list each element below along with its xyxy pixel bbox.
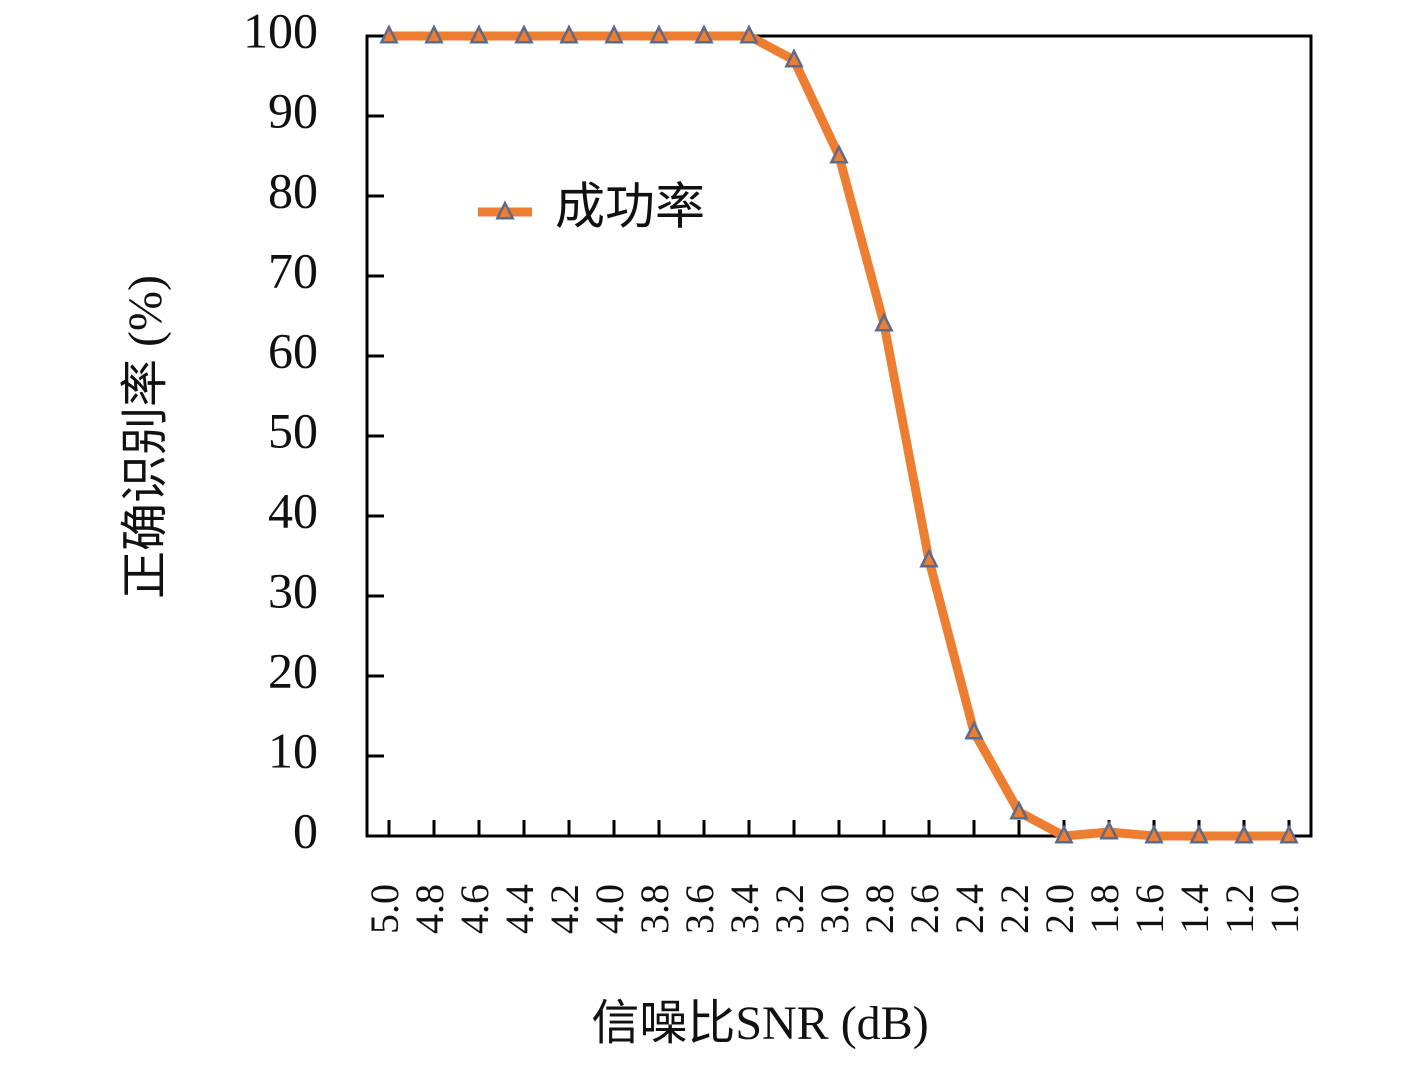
x-tick-label: 3.6	[677, 884, 722, 934]
y-tick-label: 10	[268, 722, 318, 778]
marker	[604, 24, 624, 44]
x-tick-label: 4.0	[587, 884, 632, 934]
marker	[514, 24, 534, 44]
marker	[919, 548, 939, 568]
marker	[784, 48, 804, 68]
marker	[739, 24, 759, 44]
marker	[1234, 824, 1254, 844]
y-axis-label: 正确识别率 (%)	[119, 275, 172, 599]
marker	[469, 24, 489, 44]
x-tick-label: 1.2	[1217, 884, 1262, 934]
x-tick-label: 3.0	[812, 884, 857, 934]
marker	[649, 24, 669, 44]
y-tick-label: 70	[268, 242, 318, 298]
y-tick-label: 80	[268, 162, 318, 218]
legend-marker	[495, 200, 515, 220]
y-tick-label: 50	[268, 402, 318, 458]
marker	[874, 312, 894, 332]
marker	[1144, 824, 1164, 844]
y-tick-label: 30	[268, 562, 318, 618]
x-tick-label: 1.6	[1127, 884, 1172, 934]
y-tick-label: 40	[268, 482, 318, 538]
x-tick-label: 4.4	[497, 884, 542, 934]
marker	[1279, 824, 1299, 844]
x-tick-label: 2.0	[1037, 884, 1082, 934]
y-tick-label: 100	[243, 2, 318, 58]
marker	[964, 720, 984, 740]
x-tick-label: 2.6	[902, 884, 947, 934]
y-tick-label: 90	[268, 82, 318, 138]
x-tick-label: 4.2	[542, 884, 587, 934]
x-tick-label: 1.0	[1262, 884, 1307, 934]
marker	[1009, 800, 1029, 820]
x-tick-label: 2.8	[857, 884, 902, 934]
marker	[1054, 824, 1074, 844]
x-tick-label: 1.8	[1082, 884, 1127, 934]
marker	[694, 24, 714, 44]
legend-label: 成功率	[555, 178, 705, 234]
x-tick-label: 5.0	[362, 884, 407, 934]
marker	[1099, 820, 1119, 840]
x-tick-label: 2.4	[947, 884, 992, 934]
marker	[424, 24, 444, 44]
marker	[829, 144, 849, 164]
marker	[1189, 824, 1209, 844]
y-tick-label: 0	[293, 802, 318, 858]
y-tick-label: 20	[268, 642, 318, 698]
y-tick-label: 60	[268, 322, 318, 378]
x-tick-label: 2.2	[992, 884, 1037, 934]
x-tick-label: 1.4	[1172, 884, 1217, 934]
x-tick-label: 4.8	[407, 884, 452, 934]
x-tick-label: 3.2	[767, 884, 812, 934]
x-axis-label: 信噪比SNR (dB)	[591, 997, 928, 1050]
x-tick-label: 3.8	[632, 884, 677, 934]
x-tick-label: 3.4	[722, 884, 767, 934]
x-tick-label: 4.6	[452, 884, 497, 934]
marker	[379, 24, 399, 44]
marker	[559, 24, 579, 44]
